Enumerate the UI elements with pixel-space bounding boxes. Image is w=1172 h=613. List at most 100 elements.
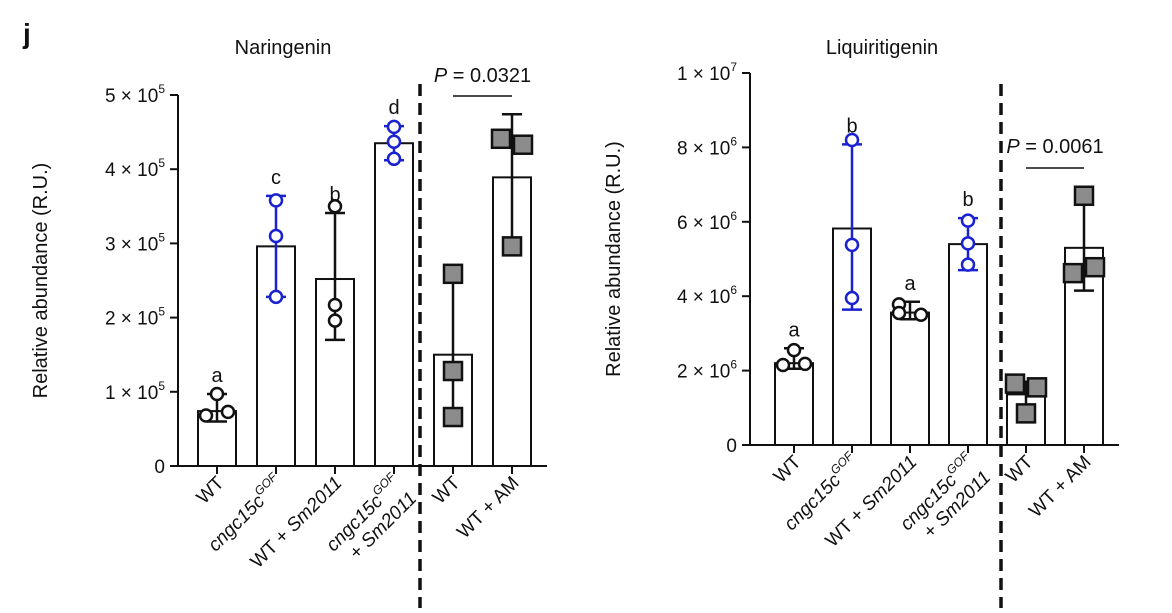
y-tick-exponent: 5 bbox=[158, 230, 165, 244]
pvalue-label: P = 0.0061 bbox=[1006, 136, 1103, 158]
y-tick-base: 0 bbox=[726, 436, 737, 457]
pvalue-value: = 0.0061 bbox=[1020, 136, 1104, 158]
y-tick-base: 2 × 10 bbox=[105, 309, 158, 330]
x-category-line: WT + AM bbox=[1025, 452, 1095, 522]
y-tick-label: 3 × 105 bbox=[105, 230, 165, 255]
data-point bbox=[327, 297, 343, 313]
significance-letter: a bbox=[788, 319, 800, 341]
data-point bbox=[1004, 373, 1026, 394]
data-point bbox=[1015, 403, 1037, 424]
data-point bbox=[220, 404, 236, 420]
x-category-label: WT + AM bbox=[1025, 452, 1095, 522]
data-point bbox=[490, 128, 512, 150]
data-point bbox=[1026, 377, 1048, 398]
y-tick-base: 8 × 10 bbox=[677, 138, 730, 159]
data-point bbox=[198, 408, 214, 423]
x-label-text: WT bbox=[1002, 451, 1038, 487]
y-axis-label: Relative abundance (R.U.) bbox=[603, 141, 625, 377]
significance-letter: b bbox=[329, 184, 340, 206]
data-point bbox=[268, 228, 284, 244]
bar bbox=[948, 243, 988, 446]
data-point bbox=[1062, 262, 1084, 284]
significance-letter: a bbox=[904, 273, 916, 295]
data-point bbox=[442, 263, 464, 285]
data-point bbox=[209, 386, 225, 402]
x-category-label: WT bbox=[193, 472, 229, 508]
data-point bbox=[960, 213, 976, 228]
data-point bbox=[512, 134, 534, 155]
bar bbox=[774, 362, 814, 446]
pvalue-p: P bbox=[434, 65, 448, 87]
pvalue-value: = 0.0321 bbox=[447, 65, 531, 87]
x-category-line: WT bbox=[429, 472, 465, 508]
data-point bbox=[442, 360, 464, 382]
y-tick-label: 0 bbox=[726, 436, 737, 457]
bar bbox=[890, 311, 930, 446]
data-point bbox=[386, 119, 402, 135]
x-label-text: WT bbox=[429, 472, 465, 508]
significance-letter: b bbox=[962, 189, 973, 211]
y-tick-exponent: 5 bbox=[158, 305, 165, 319]
x-category-line: WT bbox=[770, 451, 806, 487]
data-point bbox=[327, 313, 343, 328]
data-point bbox=[913, 307, 929, 323]
chart-liquiritigenin: Liquiritigenin Relative abundance (R.U.) 0… bbox=[603, 37, 1119, 608]
data-point bbox=[775, 357, 791, 373]
y-tick-label: 0 bbox=[154, 457, 165, 478]
data-point bbox=[844, 237, 860, 253]
x-category-line: WT bbox=[193, 472, 229, 508]
data-point bbox=[327, 199, 343, 214]
y-tick-exponent: 7 bbox=[730, 60, 737, 74]
x-category-label: WT bbox=[770, 451, 806, 487]
y-tick-base: 5 × 10 bbox=[105, 86, 158, 107]
x-category-line: WT bbox=[1002, 451, 1038, 487]
data-point bbox=[386, 151, 402, 167]
y-tick-exponent: 5 bbox=[158, 82, 165, 96]
data-point bbox=[844, 132, 860, 148]
data-point bbox=[268, 193, 284, 208]
y-tick-exponent: 6 bbox=[730, 134, 737, 148]
x-label-text: WT + AM bbox=[1025, 452, 1095, 522]
data-point bbox=[786, 342, 802, 358]
y-tick-base: 1 × 10 bbox=[677, 64, 730, 85]
x-label-text: WT bbox=[770, 451, 806, 487]
y-axis-label: Relative abundance (R.U.) bbox=[30, 163, 52, 399]
y-tick-base: 1 × 10 bbox=[105, 383, 158, 404]
data-point bbox=[797, 356, 813, 372]
data-point bbox=[891, 305, 907, 321]
panel-letter: j bbox=[22, 18, 31, 49]
significance-letter: b bbox=[846, 115, 857, 137]
chart-title: Naringenin bbox=[235, 37, 332, 59]
data-point bbox=[1073, 185, 1095, 207]
y-tick-label: 1 × 107 bbox=[677, 60, 737, 85]
y-tick-label: 8 × 106 bbox=[677, 134, 737, 159]
y-tick-exponent: 6 bbox=[730, 283, 737, 297]
y-tick-base: 4 × 10 bbox=[677, 287, 730, 308]
y-tick-exponent: 5 bbox=[158, 379, 165, 393]
data-point bbox=[960, 236, 976, 251]
y-tick-exponent: 6 bbox=[730, 209, 737, 223]
y-tick-label: 5 × 105 bbox=[105, 82, 165, 107]
x-category-label: WT bbox=[1002, 451, 1038, 487]
x-category-label: WT + AM bbox=[453, 473, 523, 543]
data-point bbox=[960, 257, 976, 272]
y-tick-label: 6 × 106 bbox=[677, 209, 737, 234]
x-label-text: WT + AM bbox=[453, 473, 523, 543]
data-point bbox=[1084, 256, 1106, 278]
y-tick-label: 4 × 105 bbox=[105, 156, 165, 181]
y-tick-base: 6 × 10 bbox=[677, 213, 730, 234]
data-point bbox=[268, 289, 284, 305]
y-tick-label: 1 × 105 bbox=[105, 379, 165, 404]
y-tick-label: 2 × 105 bbox=[105, 305, 165, 330]
y-tick-base: 2 × 10 bbox=[677, 362, 730, 383]
chart-title: Liquiritigenin bbox=[826, 37, 938, 59]
y-tick-base: 0 bbox=[154, 457, 165, 478]
y-tick-label: 4 × 106 bbox=[677, 283, 737, 308]
chart-naringenin: Naringenin Relative abundance (R.U.) 0 1 × … bbox=[30, 37, 547, 608]
pvalue-label: P = 0.0321 bbox=[434, 65, 531, 87]
data-point bbox=[844, 290, 860, 306]
significance-letter: a bbox=[211, 365, 223, 387]
bar bbox=[374, 142, 414, 467]
y-tick-exponent: 5 bbox=[158, 156, 165, 170]
y-tick-exponent: 6 bbox=[730, 358, 737, 372]
